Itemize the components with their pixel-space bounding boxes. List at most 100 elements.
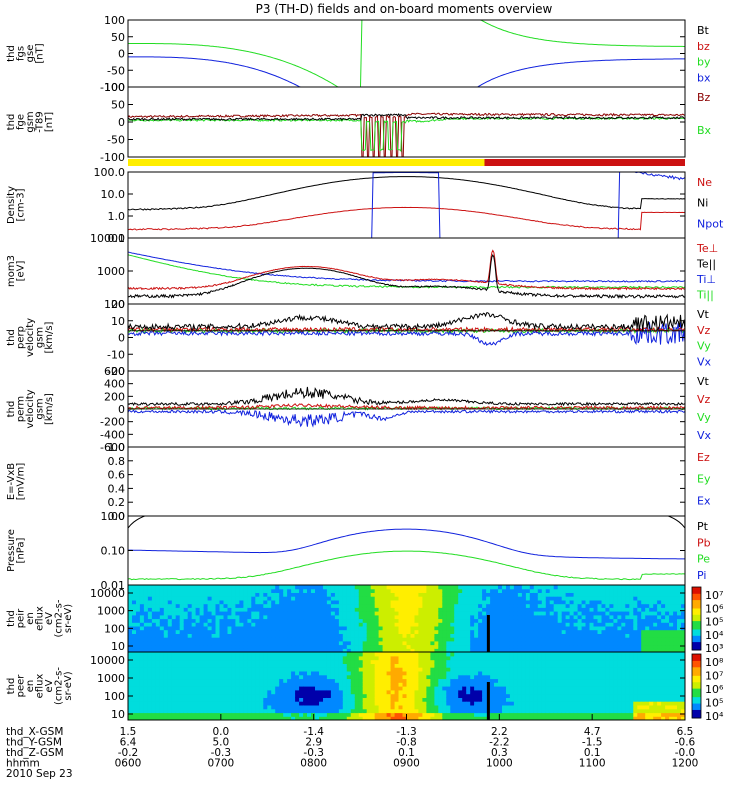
pressure-legend-pe: Pe — [697, 553, 710, 566]
fgs-series-line — [128, 20, 685, 87]
efield-ylabel: [mV/m] — [16, 463, 27, 501]
peer-ytick-label: 10 — [111, 708, 125, 721]
efield-legend-ez: Ez — [697, 451, 710, 464]
footer-value: -1.5 — [582, 737, 603, 749]
footer-value: 0.0 — [212, 726, 229, 738]
vpar-series-line — [128, 408, 685, 428]
fge-ytick-label: -50 — [107, 134, 125, 147]
peir-colorbar-tick: 10⁴ — [705, 629, 724, 642]
vperp-legend-vy: Vy — [697, 340, 711, 353]
efield-ytick-label: 0.0 — [108, 510, 126, 523]
fgs-ylabel: [nT] — [35, 43, 46, 63]
vperp-ytick-label: 10 — [111, 315, 125, 328]
peir-colorbar-tick: 10⁶ — [705, 602, 724, 615]
footer-value: 0.1 — [398, 747, 415, 759]
pressure-frame — [127, 515, 686, 586]
pressure-series-line — [128, 516, 685, 529]
fge-ylabel: -T89 — [35, 111, 46, 133]
temp-ytick-label: 10000 — [90, 232, 125, 245]
fgs-ytick-label: -50 — [107, 64, 125, 77]
peer-ylabel: (cm2-s- — [54, 667, 65, 705]
temp-legend-ti-: Ti⊥ — [696, 273, 716, 286]
vperp-ylabel: gsm — [35, 327, 46, 348]
temp-legend-te-: Te|| — [696, 258, 716, 271]
footer-value: 0.3 — [491, 747, 508, 759]
fge-frame — [127, 86, 686, 158]
fge-ylabel: thd — [6, 114, 17, 131]
footer-value: 0900 — [393, 758, 420, 770]
peer-colorbar-tick: 10⁷ — [705, 670, 723, 683]
density-ytick-label: 1.0 — [108, 210, 126, 223]
fgs-series-line — [128, 56, 685, 87]
peer-ylabel: en — [25, 680, 36, 693]
fge-series-line — [128, 113, 685, 122]
vpar-ylabel: perm — [16, 396, 27, 422]
density-legend-npot: Npot — [697, 217, 724, 230]
footer-value: 1.5 — [120, 726, 137, 738]
peir-ylabel: eflux — [35, 606, 46, 631]
vpar-ytick-label: 600 — [104, 365, 125, 378]
fge-ytick-label: 0 — [118, 116, 125, 129]
vpar-ytick-label: 200 — [104, 390, 125, 403]
pressure-legend-pi: Pi — [697, 569, 706, 582]
fgs-traces — [128, 20, 685, 87]
peer-ylabel: sr-eV) — [63, 671, 74, 700]
peer-ytick-label: 1000 — [97, 672, 125, 685]
pressure-traces — [128, 516, 685, 581]
footer-value: -0.3 — [303, 747, 324, 759]
footer-value: 0800 — [300, 758, 327, 770]
vperp-series-line — [128, 326, 685, 334]
peir-ytick-label: 1000 — [97, 605, 125, 618]
efield-legend-ex: Ex — [697, 494, 711, 507]
peer-gap-marker — [486, 682, 490, 720]
footer-value: -0.3 — [211, 747, 232, 759]
vpar-legend-vy: Vy — [697, 411, 711, 424]
temp-series-line — [128, 254, 685, 289]
vperp-ylabel: perp — [16, 326, 27, 349]
temp-series-line — [128, 251, 685, 283]
footer-value: -0.2 — [118, 747, 139, 759]
temp-legend-ti-: Ti|| — [696, 289, 714, 302]
density-series-line — [128, 172, 685, 238]
vperp-legend-vt: Vt — [697, 308, 710, 321]
vpar-ylabel: gsm — [35, 398, 46, 419]
peer-spectrogram — [128, 652, 685, 720]
vperp-ylabel: [km/s] — [44, 321, 55, 353]
fgs-frame — [127, 19, 686, 88]
fgs-ytick-label: -100 — [100, 81, 125, 94]
footer-value: 1000 — [486, 758, 513, 770]
vperp-legend-vx: Vx — [697, 355, 712, 368]
vpar-ylabel: [km/s] — [44, 393, 55, 425]
vperp-series-line — [128, 322, 685, 346]
peir-colorbar-tick: 10⁷ — [705, 589, 723, 602]
footer-row-label: thd_Y-GSM — [6, 737, 62, 749]
region-bar-yellow — [128, 159, 485, 166]
efield-ytick-label: 0.8 — [108, 455, 126, 468]
vperp-ytick-label: 20 — [111, 298, 125, 311]
footer-value: 4.7 — [584, 726, 601, 738]
temp-ytick-label: 1000 — [97, 265, 125, 278]
density-ylabel: [cm-3] — [16, 188, 27, 221]
peir-ylabel: sr-eV) — [63, 604, 74, 633]
peer-colorbar-tick: 10⁴ — [705, 710, 724, 723]
pressure-series-line — [128, 528, 685, 560]
peir-ytick-label: 10 — [111, 640, 125, 653]
vperp-ytick-label: -20 — [107, 365, 125, 378]
vpar-ytick-label: -200 — [100, 416, 125, 429]
fge-traces — [128, 112, 685, 157]
fgs-ytick-label: 50 — [111, 31, 125, 44]
footer-value: -1.3 — [396, 726, 417, 738]
fge-series-line — [128, 116, 685, 153]
footer-row-label: hhmm — [6, 758, 40, 770]
peir-colorbar-tick: 10³ — [705, 642, 723, 655]
peir-ylabel: en — [25, 612, 36, 625]
vpar-ytick-label: 0 — [118, 403, 125, 416]
density-series-line — [128, 176, 685, 211]
peir-ylabel: eV — [44, 612, 55, 625]
fge-ytick-label: 50 — [111, 99, 125, 112]
density-legend-ni: Ni — [697, 197, 708, 210]
plot-title: P3 (TH-D) fields and on-board moments ov… — [256, 2, 553, 16]
